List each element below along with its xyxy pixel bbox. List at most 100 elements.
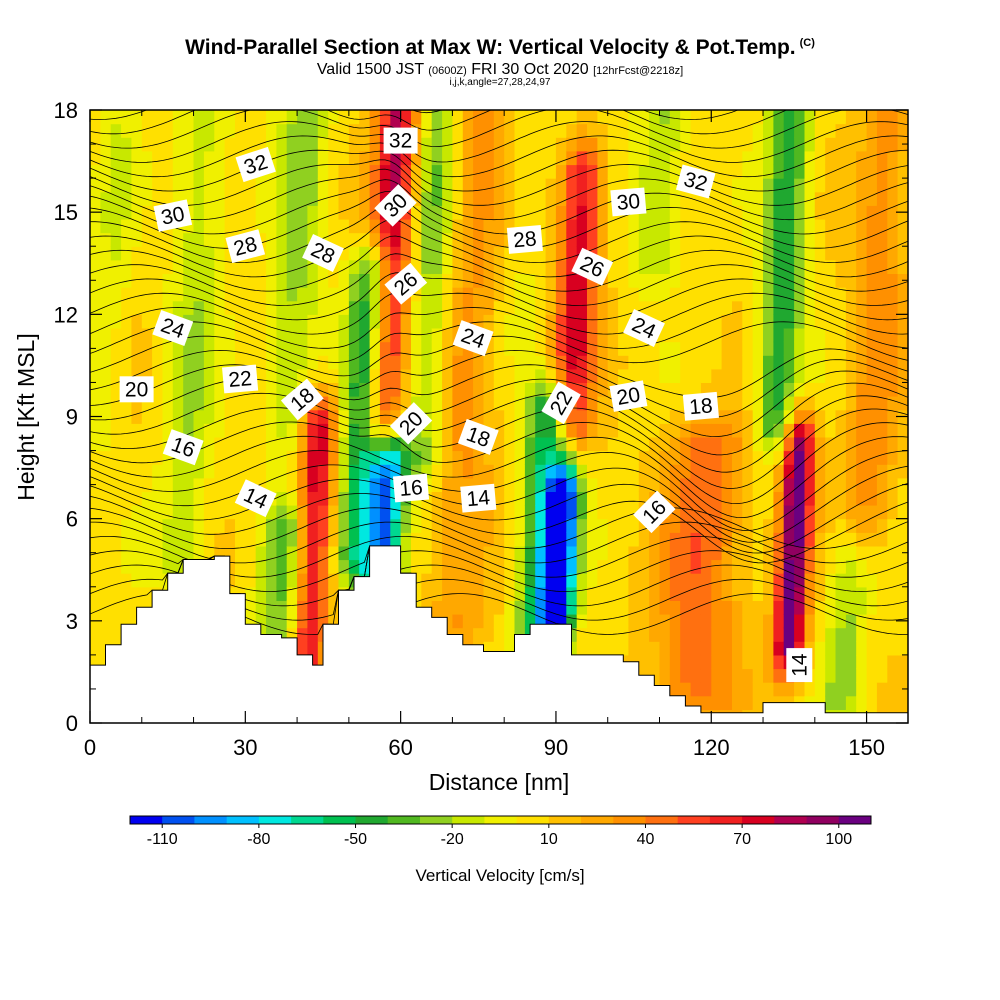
field-cell <box>887 123 899 138</box>
field-cell <box>773 409 785 424</box>
field-cell <box>607 505 619 520</box>
field-cell <box>866 137 878 152</box>
field-cell <box>876 246 888 261</box>
field-cell <box>669 246 681 261</box>
field-cell <box>152 396 164 411</box>
field-cell <box>721 300 733 315</box>
field-cell <box>887 573 899 588</box>
field-cell <box>804 191 816 206</box>
field-cell <box>183 178 195 193</box>
field-cell <box>597 409 609 424</box>
field-cell <box>628 641 640 656</box>
field-cell <box>794 110 806 125</box>
contour-label-bg <box>675 164 716 199</box>
field-cell <box>742 409 754 424</box>
field-cell <box>545 573 557 588</box>
field-cell <box>618 219 630 234</box>
theta-contour <box>90 235 908 292</box>
field-cell <box>431 150 443 166</box>
field-cell <box>814 178 826 193</box>
field-cell <box>203 110 215 125</box>
field-cell <box>742 641 754 656</box>
field-cell <box>328 600 340 615</box>
field-cell <box>690 355 702 370</box>
field-cell <box>524 518 536 533</box>
field-cell <box>669 191 681 206</box>
field-cell <box>245 586 257 601</box>
field-cell <box>845 695 857 710</box>
field-cell <box>566 355 578 370</box>
field-cell <box>152 436 164 452</box>
field-cell <box>742 600 754 615</box>
field-cell <box>90 654 101 670</box>
field-cell <box>669 532 681 547</box>
field-cell <box>338 191 350 206</box>
field-cell <box>763 682 774 697</box>
field-cell <box>276 586 288 601</box>
field-cell <box>328 586 340 601</box>
field-cell <box>535 191 547 206</box>
field-cell <box>876 110 888 125</box>
field-cell <box>700 668 712 683</box>
field-cell <box>214 191 226 206</box>
field-cell <box>545 246 557 261</box>
field-cell <box>390 382 402 397</box>
field-cell <box>649 409 661 424</box>
field-cell <box>804 559 816 574</box>
field-cell <box>452 491 464 506</box>
field-cell <box>690 682 702 697</box>
field-cell <box>794 355 806 370</box>
colorbar-swatch <box>645 816 679 824</box>
field-cell <box>317 545 329 561</box>
field-cell <box>193 396 205 411</box>
field-cell <box>121 150 133 166</box>
field-cell <box>431 382 443 397</box>
field-cell <box>794 464 806 479</box>
field-cell <box>317 205 329 220</box>
field-cell <box>659 518 671 533</box>
field-cell <box>266 505 277 520</box>
field-cell <box>773 219 785 234</box>
field-cell <box>276 300 288 315</box>
field-cell <box>524 314 536 329</box>
field-cell <box>493 436 505 452</box>
field-cell <box>711 614 723 629</box>
field-cell <box>504 559 516 574</box>
field-cell <box>193 518 205 533</box>
field-cell <box>555 436 567 452</box>
field-cell <box>359 491 371 506</box>
field-cell <box>607 110 619 125</box>
field-cell <box>110 355 122 370</box>
field-cell <box>100 246 112 261</box>
field-cell <box>286 409 298 424</box>
field-cell <box>110 110 122 125</box>
field-cell <box>700 341 712 356</box>
field-cell <box>348 246 360 261</box>
field-cell <box>504 491 516 506</box>
field-cell <box>493 191 505 206</box>
field-cell <box>752 328 764 343</box>
field-cell <box>193 164 205 179</box>
field-cell <box>141 559 153 574</box>
field-cell <box>783 436 795 452</box>
field-cell <box>359 246 371 261</box>
field-cell <box>566 178 578 193</box>
field-cell <box>659 355 671 370</box>
field-cell <box>545 287 557 302</box>
field-cell <box>462 464 474 479</box>
field-cell <box>235 518 246 533</box>
field-cell <box>804 545 816 561</box>
field-cell <box>193 505 205 520</box>
field-cell <box>845 477 857 492</box>
field-cell <box>100 396 112 411</box>
field-cell <box>897 191 908 206</box>
field-cell <box>452 518 464 533</box>
field-cell <box>659 559 671 574</box>
field-cell <box>338 341 350 356</box>
field-cell <box>711 287 723 302</box>
field-cell <box>856 246 868 261</box>
field-cell <box>90 382 101 397</box>
field-cell <box>214 314 226 329</box>
subtitle-forecast: [12hrFcst@2218z] <box>593 65 684 77</box>
field-cell <box>493 559 505 574</box>
